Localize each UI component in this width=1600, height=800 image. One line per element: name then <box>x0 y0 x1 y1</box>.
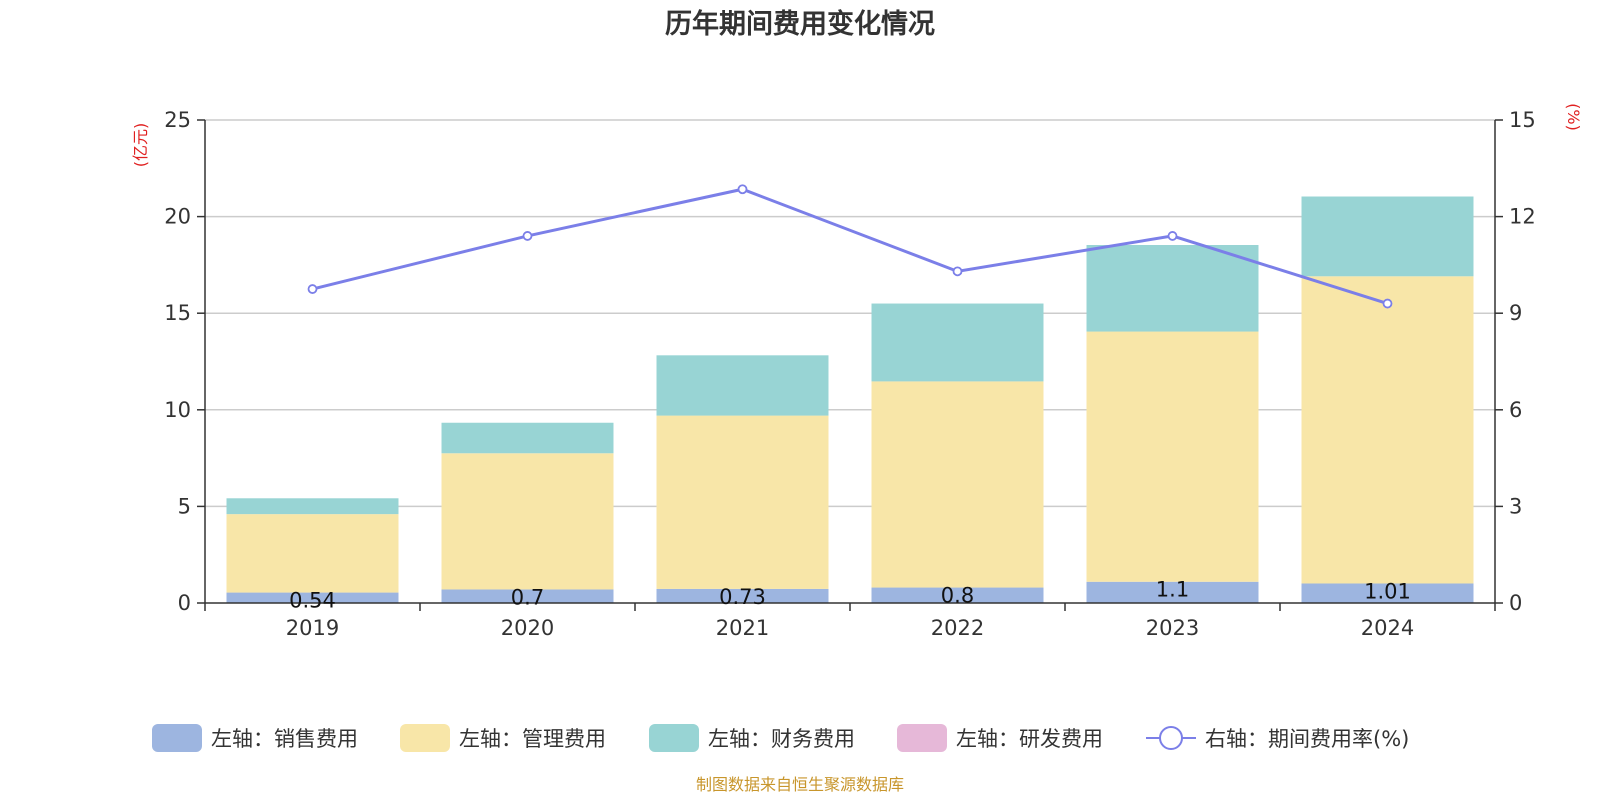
legend[interactable]: 左轴：销售费用 左轴：管理费用 左轴：财务费用 左轴：研发费用 右轴：期间费用率(%) <box>152 724 1409 752</box>
legend-label: 右轴：期间费用率(%) <box>1205 727 1409 751</box>
bar-segment <box>871 587 1044 603</box>
line-point <box>1382 298 1393 309</box>
left-tick-label: 0 <box>178 591 191 615</box>
legend-label: 左轴：销售费用 <box>211 727 358 751</box>
bar-data-label: 0.54 <box>289 589 336 613</box>
bar-segment <box>441 422 614 454</box>
bar-segment <box>871 381 1044 588</box>
bar-segment <box>656 415 829 589</box>
left-tick-label: 15 <box>164 301 191 325</box>
line-point <box>952 266 963 277</box>
legend-marker <box>1159 726 1183 750</box>
bar-segment <box>871 303 1044 382</box>
bar-data-label: 1.1 <box>1156 578 1189 602</box>
bar-segment <box>226 498 399 515</box>
grid-lines <box>205 119 1495 508</box>
bar-segment <box>656 588 829 603</box>
left-tick-label: 20 <box>164 205 191 229</box>
legend-item[interactable]: 左轴：销售费用 <box>152 724 358 752</box>
legend-swatch <box>897 724 947 752</box>
legend-label: 左轴：财务费用 <box>708 727 855 751</box>
x-tick-label: 2020 <box>501 616 554 640</box>
right-tick-label: 12 <box>1509 205 1536 229</box>
line-series <box>312 187 1388 305</box>
bar-segment <box>1086 581 1259 603</box>
data-source-note: 制图数据来自恒生聚源数据库 <box>696 775 904 794</box>
chart-title: 历年期间费用变化情况 <box>665 8 935 40</box>
left-tick-label: 5 <box>178 494 191 518</box>
right-tick-label: 3 <box>1509 494 1522 518</box>
legend-item[interactable]: 左轴：财务费用 <box>649 724 855 752</box>
right-tick-label: 6 <box>1509 398 1522 422</box>
right-tick-label: 9 <box>1509 301 1522 325</box>
legend-item[interactable]: 左轴：管理费用 <box>400 724 606 752</box>
bar-segment <box>441 589 614 603</box>
legend-swatch <box>152 724 202 752</box>
left-tick-label: 25 <box>164 108 191 132</box>
bar-data-label: 0.8 <box>941 584 974 608</box>
right-tick-label: 0 <box>1509 591 1522 615</box>
bar-data-label: 0.7 <box>511 585 544 609</box>
bar-segment <box>226 514 399 593</box>
bar-segment <box>1301 276 1474 584</box>
legend-item[interactable]: 左轴：研发费用 <box>897 724 1103 752</box>
x-tick-label: 2023 <box>1146 616 1199 640</box>
left-axis-unit: (亿元) <box>131 123 150 168</box>
legend-item[interactable]: 右轴：期间费用率(%) <box>1146 726 1409 751</box>
right-axis-unit: (%) <box>1564 103 1583 131</box>
bar-segment <box>226 592 399 603</box>
line-point <box>307 284 318 294</box>
legend-label: 左轴：研发费用 <box>956 727 1103 751</box>
bar-segment <box>656 355 829 416</box>
axes: 0 5 10 15 20 25 0 3 6 9 12 15 2019 2020 2021 2022 2023 20… <box>164 108 1535 640</box>
bars <box>226 196 1474 603</box>
bar-segment <box>1301 196 1474 277</box>
data-labels: 0.54 0.7 0.73 0.8 1.1 1.01 <box>289 578 1411 613</box>
right-tick-label: 15 <box>1509 108 1536 132</box>
bar-data-label: 0.73 <box>719 585 766 609</box>
line-point <box>1167 231 1178 241</box>
x-tick-label: 2021 <box>716 616 769 640</box>
x-tick-label: 2022 <box>931 616 984 640</box>
line-point <box>737 184 748 195</box>
legend-swatch <box>400 724 450 752</box>
x-tick-label: 2024 <box>1361 616 1414 640</box>
line-point <box>522 231 533 241</box>
bar-segment <box>441 453 614 590</box>
bar-segment <box>1301 583 1474 603</box>
rate-line <box>307 184 1393 309</box>
x-tick-label: 2019 <box>286 616 339 640</box>
legend-swatch <box>649 724 699 752</box>
legend-label: 左轴：管理费用 <box>459 727 606 751</box>
bar-segment <box>1086 331 1259 582</box>
bar-segment <box>1086 245 1259 332</box>
bar-data-label: 1.01 <box>1364 579 1411 603</box>
left-tick-label: 10 <box>164 398 191 422</box>
